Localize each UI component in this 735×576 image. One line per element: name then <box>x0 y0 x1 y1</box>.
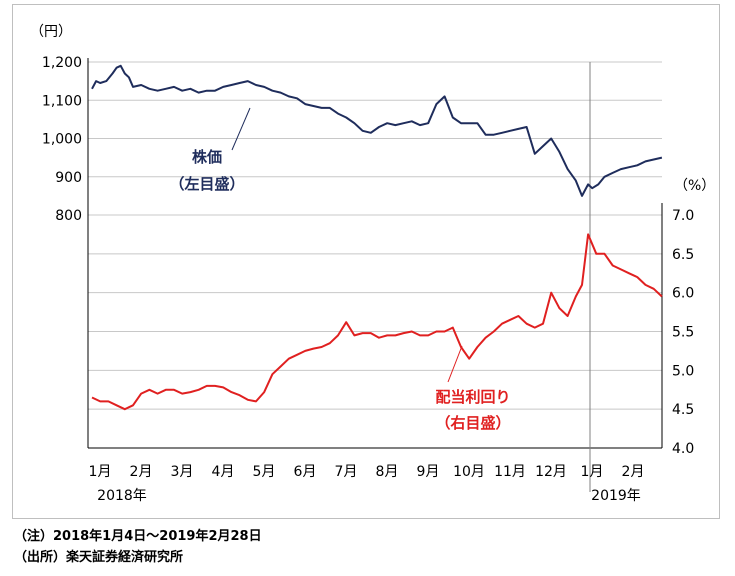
yield-line <box>91 233 663 411</box>
price-callout-line <box>231 107 251 151</box>
right-tick-label: 4.0 <box>672 441 694 457</box>
right-tick-label: 6.5 <box>672 247 694 263</box>
x-tick-label: 3月 <box>171 464 194 480</box>
right-tick-label: 7.0 <box>672 208 694 224</box>
x-tick-label: 1月 <box>89 464 112 480</box>
x-tick-label: 8月 <box>376 464 399 480</box>
x-tick-label: 9月 <box>417 464 440 480</box>
chart-frame <box>12 4 720 519</box>
x-tick-label: 6月 <box>294 464 317 480</box>
chart-note: （注）2018年1月4日～2019年2月28日 <box>14 529 262 544</box>
x-tick-label: 7月 <box>335 464 358 480</box>
left-tick-label: 1,200 <box>42 55 82 71</box>
right-tick-label: 4.5 <box>672 402 694 418</box>
left-axis-unit: （円） <box>30 24 72 40</box>
price-label-axis: （左目盛） <box>169 175 244 193</box>
x-tick-label: 12月 <box>535 464 567 480</box>
left-tick-label: 900 <box>55 170 82 186</box>
x-tick-label: 5月 <box>253 464 276 480</box>
x-tick-label: 2月 <box>130 464 153 480</box>
year-label: 2019年 <box>591 488 641 504</box>
left-tick-label: 800 <box>55 208 82 224</box>
right-tick-label: 6.0 <box>672 286 694 302</box>
x-tick-label: 2月 <box>622 464 645 480</box>
x-tick-label: 1月 <box>581 464 604 480</box>
yield-callout-line <box>447 345 463 383</box>
chart-source: （出所）楽天証券経済研究所 <box>14 550 184 565</box>
yield-label: 配当利回り <box>435 388 510 406</box>
right-tick-label: 5.0 <box>672 363 694 379</box>
price-label: 株価 <box>192 148 222 166</box>
right-axis-unit: （%） <box>674 178 715 194</box>
x-tick-label: 4月 <box>212 464 235 480</box>
year-label: 2018年 <box>97 488 147 504</box>
yield-label-axis: （右目盛） <box>435 414 510 432</box>
left-tick-label: 1,100 <box>42 93 82 109</box>
x-tick-label: 10月 <box>453 464 485 480</box>
left-tick-label: 1,000 <box>42 132 82 148</box>
price-line <box>91 64 663 197</box>
right-tick-label: 5.5 <box>672 325 694 341</box>
x-tick-label: 11月 <box>494 464 526 480</box>
